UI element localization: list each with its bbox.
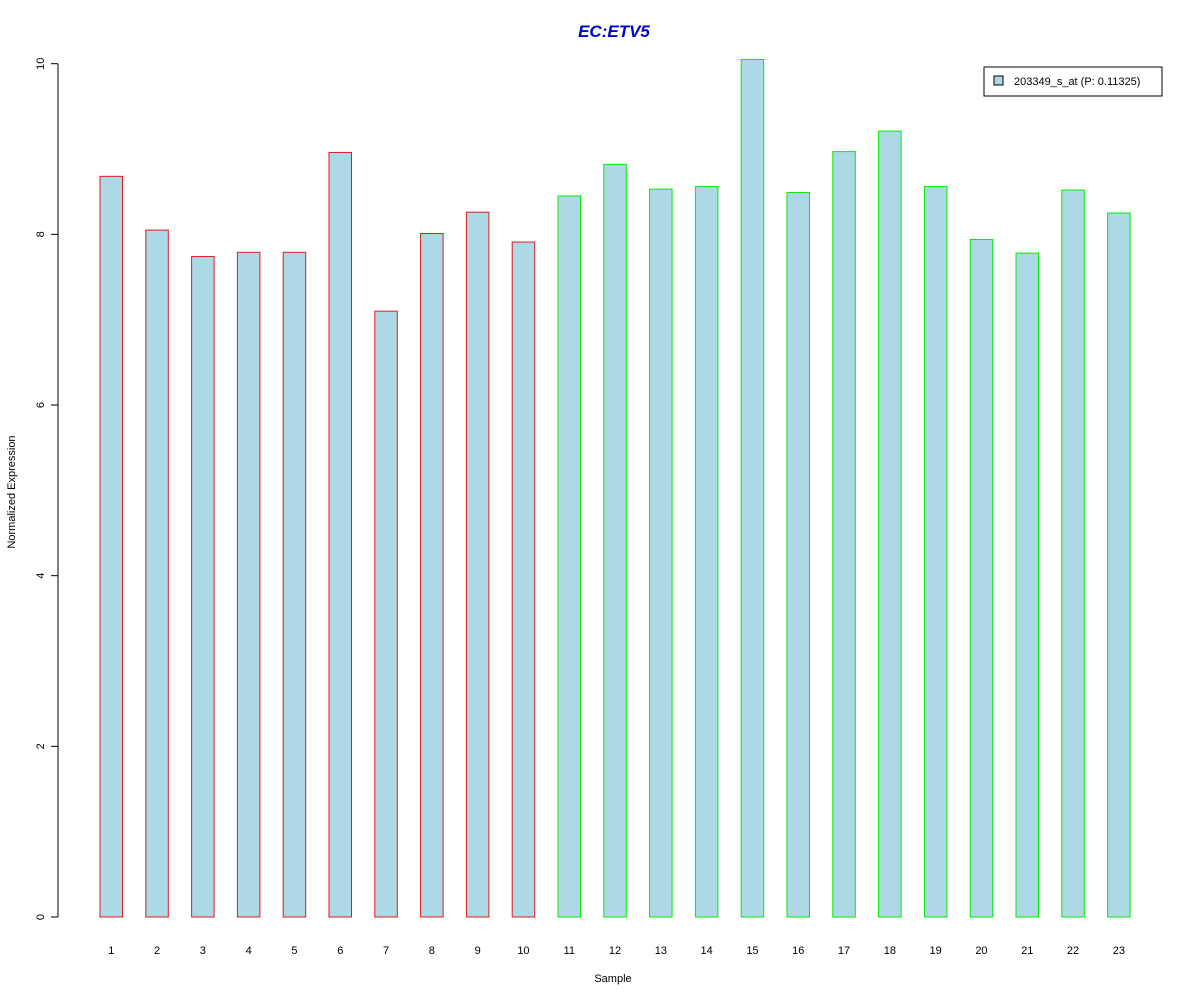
x-tick-label: 5 [291,945,297,957]
x-tick-label: 2 [154,945,160,957]
bar-sample-18 [878,130,902,918]
x-tick-label: 9 [475,945,481,957]
bars-group [99,58,1131,918]
chart-title: EC:ETV5 [578,22,650,41]
y-tick-label: 2 [35,743,47,749]
bar-sample-1 [99,175,123,918]
y-tick-label: 6 [35,402,47,408]
x-tick-label: 23 [1113,945,1125,957]
x-tick-label: 4 [246,945,252,957]
bar-sample-19 [923,186,948,918]
x-tick-label: 22 [1067,945,1079,957]
bar-sample-23 [1107,212,1131,918]
y-axis: 0 2 4 6 8 10 [35,58,59,920]
bar-sample-4 [236,251,261,918]
bar-sample-20 [969,238,994,918]
legend-box [983,66,1163,97]
bar-sample-17 [832,151,856,918]
bar-sample-3 [191,256,215,918]
bar-sample-13 [649,188,673,918]
bar-sample-15 [740,58,765,918]
x-tick-label: 20 [975,945,987,957]
bar-sample-11 [557,195,581,918]
y-tick-label: 10 [35,58,47,70]
x-axis-label: Sample [594,973,631,985]
bar-sample-22 [1061,189,1085,918]
bar-sample-2 [145,229,169,918]
x-tick-label: 10 [517,945,529,957]
x-tick-label: 14 [701,945,713,957]
bar-sample-9 [465,211,490,918]
bar-sample-10 [511,241,536,918]
bar-sample-5 [282,251,307,918]
x-tick-label: 11 [564,945,575,957]
y-axis-label: Normalized Expression [6,435,18,548]
x-tick-label: 18 [884,945,896,957]
bar-sample-8 [420,233,444,918]
x-tick-label: 8 [429,945,435,957]
y-tick-label: 0 [35,914,47,920]
y-tick-label: 8 [35,231,47,237]
x-tick-label: 6 [337,945,343,957]
x-tick-label: 15 [746,945,758,957]
x-tick-label: 17 [838,945,850,957]
bar-sample-21 [1015,252,1039,918]
legend: 203349_s_at (P: 0.11325) [983,66,1163,97]
bar-sample-7 [374,310,398,918]
x-tick-label: 3 [200,945,206,957]
bar-sample-16 [786,192,810,918]
x-tick-label: 13 [655,945,667,957]
bar-sample-12 [603,163,627,918]
legend-label: 203349_s_at (P: 0.11325) [1014,76,1140,88]
x-tick-label: 1 [108,945,114,957]
bar-sample-14 [694,186,719,918]
legend-swatch [993,75,1004,86]
x-tick-label: 16 [792,945,804,957]
x-tick-label: 21 [1021,945,1033,957]
y-tick-label: 4 [35,573,47,579]
x-tick-labels: 1 2 3 4 5 6 7 8 9 10 11 12 13 14 15 16 17 18 19 20 21 22 23 [108,945,1125,957]
bar-sample-6 [328,151,352,918]
x-tick-label: 7 [383,945,389,957]
x-tick-label: 12 [609,945,621,957]
x-tick-label: 19 [930,945,942,957]
